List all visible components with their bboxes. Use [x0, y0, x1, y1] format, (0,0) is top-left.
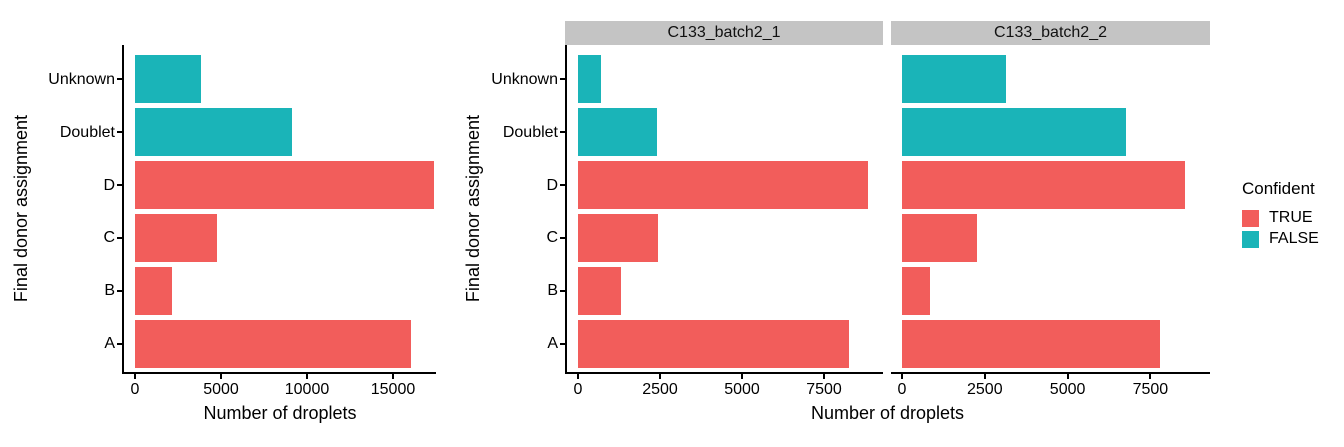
y-tick-label-c: C — [103, 229, 115, 247]
bar-b — [902, 266, 931, 315]
y-tick-mark — [117, 78, 122, 81]
x-tick-label: 0 — [130, 381, 140, 398]
panel-c133_batch2_2 — [891, 45, 1210, 374]
legend-label-false: FALSE — [1269, 230, 1319, 247]
y-tick-label-d: D — [103, 176, 115, 194]
bar-a — [578, 319, 849, 368]
y-tick-label-doublet: Doublet — [502, 123, 558, 141]
x-tick-label: 5000 — [203, 381, 239, 398]
panel-overall — [122, 45, 436, 374]
bar-a — [135, 319, 412, 368]
x-tick-mark — [577, 374, 579, 379]
y-tick-mark — [117, 289, 122, 292]
y-axis-title-overall: Final donor assignment — [11, 114, 31, 303]
legend: Confident TRUE FALSE — [1242, 179, 1319, 251]
y-tick-mark — [117, 236, 122, 239]
bar-a — [902, 319, 1161, 368]
bar-unknown — [902, 55, 1007, 104]
y-tick-label-unknown: Unknown — [491, 70, 558, 88]
y-tick-label-d: D — [546, 176, 558, 194]
x-tick-mark — [1066, 374, 1069, 379]
x-tick-mark — [220, 374, 222, 379]
y-tick-label-b: B — [547, 282, 558, 300]
x-tick-mark — [823, 374, 825, 379]
bar-b — [135, 266, 172, 315]
legend-item-true: TRUE — [1242, 209, 1319, 227]
bar-doublet — [578, 108, 657, 157]
x-tick-label: 0 — [897, 381, 907, 398]
y-tick-label-doublet: Doublet — [59, 123, 115, 141]
bar-d — [578, 161, 869, 210]
legend-item-false: FALSE — [1242, 230, 1319, 248]
x-tick-label: 10000 — [284, 381, 330, 398]
y-tick-label-unknown: Unknown — [48, 70, 115, 88]
x-tick-label: 0 — [573, 381, 583, 398]
x-tick-mark — [659, 374, 661, 379]
x-tick-mark — [306, 374, 308, 379]
y-tick-mark — [560, 78, 565, 81]
y-tick-mark — [117, 342, 122, 345]
bar-doublet — [902, 108, 1126, 157]
y-tick-mark — [560, 131, 565, 134]
bar-b — [578, 266, 621, 315]
x-tick-label: 15000 — [370, 381, 416, 398]
facet-strip-label: C133_batch2_2 — [994, 24, 1107, 41]
y-tick-label-b: B — [104, 282, 115, 300]
y-tick-mark — [560, 289, 565, 292]
x-tick-mark — [134, 374, 136, 379]
x-tick-label: 5000 — [1049, 381, 1086, 398]
bar-d — [902, 161, 1186, 210]
y-tick-label-a: A — [547, 335, 558, 353]
panel-c133_batch2_1 — [565, 45, 883, 374]
facet-strip-label: C133_batch2_1 — [667, 24, 781, 41]
bar-c — [135, 213, 217, 262]
bar-doublet — [135, 108, 292, 157]
y-tick-mark — [117, 131, 122, 134]
x-tick-label: 7500 — [1132, 381, 1169, 398]
legend-swatch-false — [1242, 230, 1259, 248]
y-tick-label-a: A — [104, 335, 115, 353]
y-tick-mark — [560, 236, 565, 239]
legend-title: Confident — [1242, 179, 1315, 198]
y-tick-label-c: C — [546, 229, 558, 247]
x-axis-title-overall: Number of droplets — [203, 403, 357, 423]
x-tick-mark — [741, 374, 743, 379]
facet-strip-batch2-1: C133_batch2_1 — [565, 21, 883, 45]
bar-c — [902, 213, 977, 262]
x-tick-mark — [1149, 374, 1152, 379]
bar-d — [135, 161, 435, 210]
x-tick-label: 7500 — [806, 381, 842, 398]
legend-label-true: TRUE — [1269, 209, 1313, 226]
x-tick-label: 2500 — [967, 381, 1003, 398]
facet-strip-batch2-2: C133_batch2_2 — [891, 21, 1210, 45]
legend-swatch-true — [1242, 209, 1259, 227]
y-axis-title-faceted: Final donor assignment — [463, 114, 483, 303]
bar-unknown — [135, 55, 202, 104]
bar-unknown — [578, 55, 601, 104]
x-tick-label: 2500 — [642, 381, 678, 398]
x-tick-mark — [983, 374, 986, 379]
y-tick-mark — [560, 342, 565, 345]
y-tick-mark — [560, 184, 565, 187]
x-tick-mark — [392, 374, 394, 379]
bar-c — [578, 213, 659, 262]
y-tick-mark — [117, 184, 122, 187]
x-axis-title-faceted: Number of droplets — [810, 403, 965, 423]
x-tick-mark — [901, 374, 903, 379]
x-tick-label: 5000 — [724, 381, 760, 398]
